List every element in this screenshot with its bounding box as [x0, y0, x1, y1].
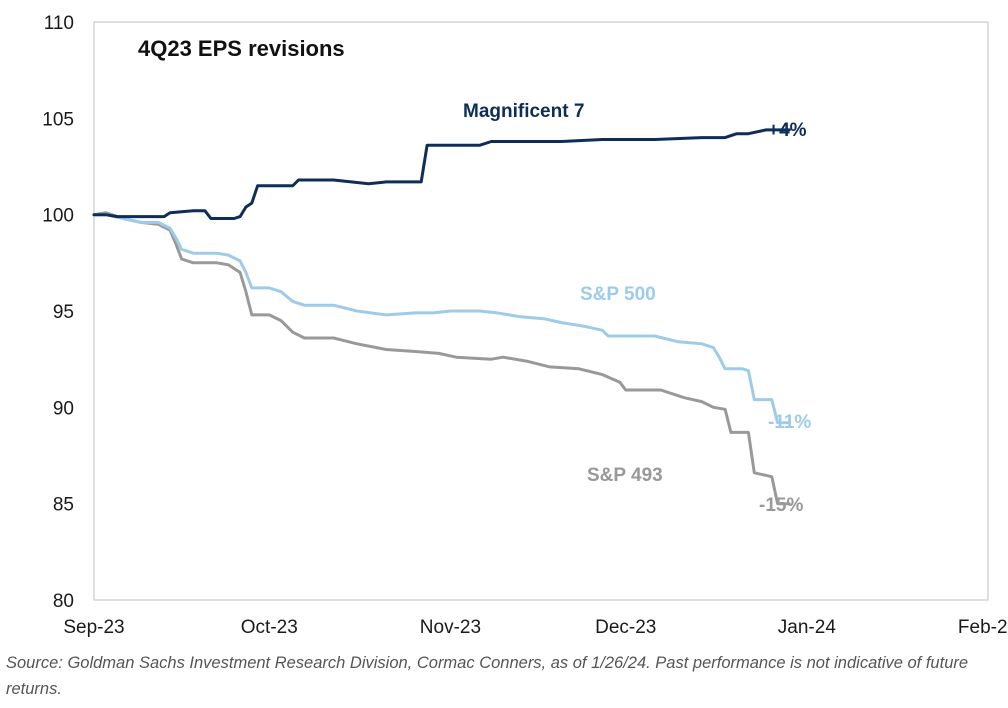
- series-line-magnificent-7: [92, 128, 791, 220]
- y-axis: 80 85 90 95 100 105 110: [42, 13, 74, 612]
- x-axis: Sep-23 Oct-23 Nov-23 Dec-23 Jan-24 Feb-24: [63, 617, 1008, 638]
- series-label-sp-500: S&P 500: [580, 284, 656, 305]
- series-line-s-p-500: [92, 213, 791, 425]
- x-tick-label: Nov-23: [420, 617, 481, 638]
- x-tick-label: Oct-23: [241, 617, 298, 638]
- y-tick-label: 85: [53, 495, 74, 516]
- series-label-magnificent-7: Magnificent 7: [463, 101, 584, 122]
- x-tick-label: Jan-24: [778, 617, 837, 638]
- plot-area-frame: [93, 21, 989, 601]
- chart-title: 4Q23 EPS revisions: [138, 36, 345, 61]
- y-tick-label: 95: [53, 302, 74, 323]
- end-label-sp-493: -15%: [759, 495, 803, 516]
- y-tick-label: 105: [42, 109, 74, 130]
- series-label-sp-493: S&P 493: [587, 465, 663, 486]
- series-layer: [92, 128, 791, 506]
- x-tick-label: Dec-23: [595, 617, 656, 638]
- x-tick-label: Feb-24: [958, 617, 1008, 638]
- y-tick-label: 90: [53, 398, 74, 419]
- source-note: Source: Goldman Sachs Investment Researc…: [6, 654, 969, 698]
- end-label-sp-500: -11%: [768, 412, 811, 433]
- y-tick-label: 100: [42, 206, 74, 227]
- y-tick-label: 80: [53, 591, 74, 612]
- x-tick-label: Sep-23: [63, 617, 124, 638]
- end-label-magnificent-7: +4%: [768, 120, 807, 141]
- y-tick-label: 110: [44, 13, 74, 34]
- series-line-s-p-493: [92, 211, 791, 506]
